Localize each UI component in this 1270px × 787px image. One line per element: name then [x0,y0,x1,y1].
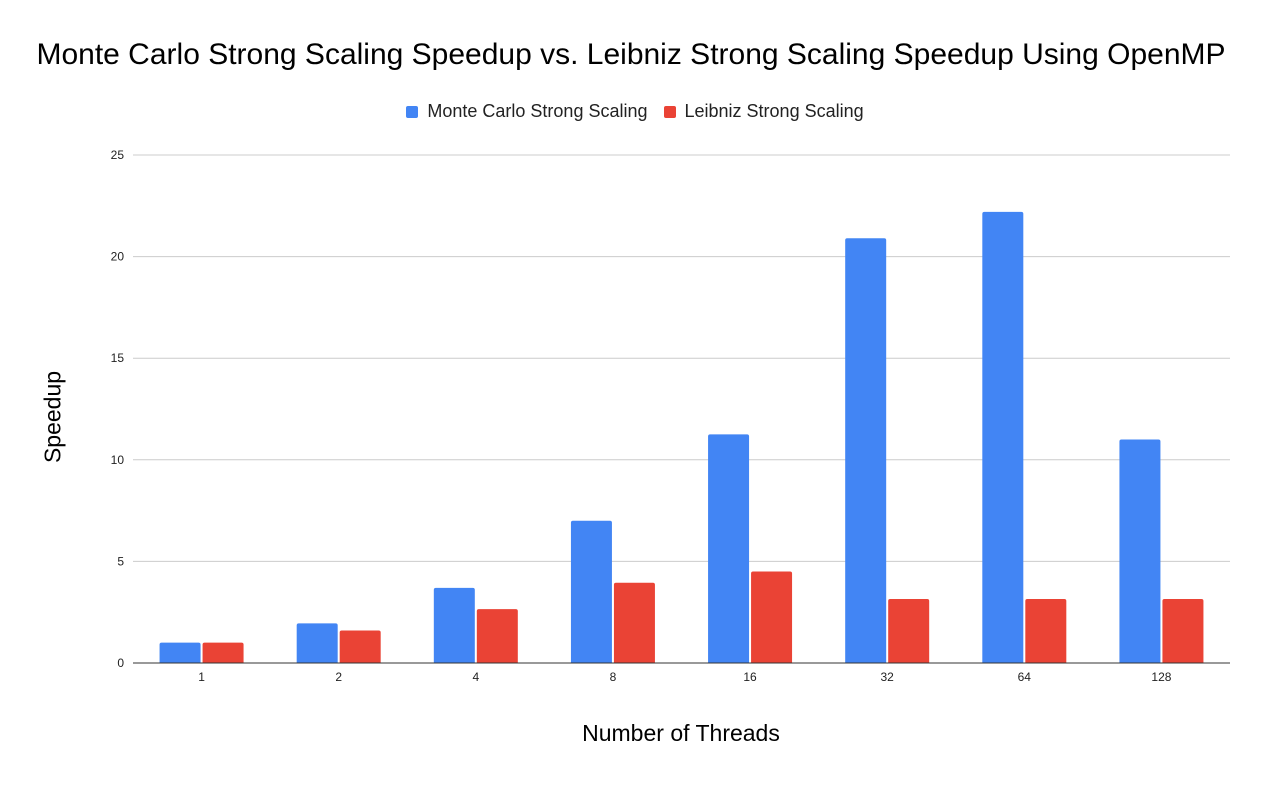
legend: Monte Carlo Strong Scaling Leibniz Stron… [0,101,1270,122]
bar-monte-carlo-32 [845,238,887,663]
x-tick-label: 128 [1151,670,1171,684]
y-tick-label: 15 [111,351,125,365]
bar-monte-carlo-2 [296,623,338,663]
bar-leibniz-32 [888,598,930,663]
bar-monte-carlo-1 [159,642,201,663]
x-tick-label: 2 [335,670,342,684]
y-tick-label: 25 [111,148,125,162]
bar-monte-carlo-8 [570,520,612,663]
x-axis-title: Number of Threads [582,720,780,746]
bars [159,211,1204,663]
legend-label-monte-carlo: Monte Carlo Strong Scaling [427,101,648,121]
bar-monte-carlo-4 [433,587,475,663]
bar-leibniz-128 [1162,598,1204,663]
chart-title: Monte Carlo Strong Scaling Speedup vs. L… [36,38,1226,71]
axes: 0 5 10 15 20 25 1 2 4 8 16 32 64 128 [111,148,1230,684]
y-tick-label: 20 [111,250,125,264]
y-tick-label: 10 [111,453,125,467]
x-tick-label: 8 [610,670,617,684]
legend-label-leibniz: Leibniz Strong Scaling [684,101,864,121]
legend-swatch-leibniz [663,105,676,118]
x-tick-label: 32 [881,670,895,684]
legend-entry-monte-carlo: Monte Carlo Strong Scaling [406,101,648,122]
x-tick-label: 16 [743,670,757,684]
x-tick-label: 1 [198,670,205,684]
x-tick-label: 4 [472,670,479,684]
bar-leibniz-4 [476,609,518,663]
bar-leibniz-64 [1025,598,1067,663]
legend-swatch-monte-carlo [406,105,419,118]
x-tick-label: 64 [1018,670,1032,684]
gridlines [133,154,1230,562]
bar-leibniz-16 [751,571,793,663]
bar-leibniz-8 [613,582,655,663]
y-tick-label: 5 [117,554,124,568]
y-axis-title: Speedup [39,370,66,464]
bar-monte-carlo-128 [1119,439,1161,663]
bar-monte-carlo-16 [708,434,750,663]
bar-leibniz-1 [202,642,244,663]
y-tick-label: 0 [117,656,124,670]
bar-monte-carlo-64 [982,211,1024,663]
bar-leibniz-2 [339,630,381,663]
legend-entry-leibniz: Leibniz Strong Scaling [663,101,864,122]
